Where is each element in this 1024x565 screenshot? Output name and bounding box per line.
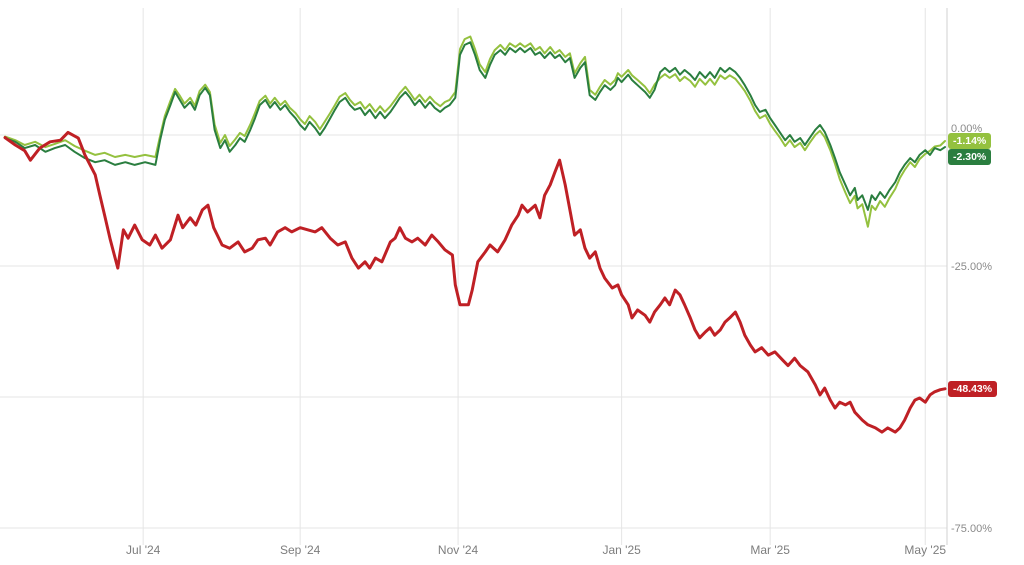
final-value-badge-dark-green: -2.30% — [948, 148, 992, 165]
x-axis-label: Sep '24 — [280, 543, 321, 557]
series-line-light-green[interactable] — [4, 35, 946, 228]
series-line-dark-green[interactable] — [4, 41, 946, 211]
final-value-badge-light-green: -1.14% — [948, 132, 992, 149]
y-axis-label: -75.00% — [951, 523, 992, 535]
series-line-red[interactable] — [3, 130, 947, 434]
x-axis-label: Mar '25 — [750, 543, 790, 557]
final-value-badge-red: -48.43% — [948, 380, 998, 397]
x-axis-label: Jul '24 — [126, 543, 161, 557]
x-axis-label: May '25 — [904, 543, 946, 557]
x-axis-label: Jan '25 — [602, 543, 641, 557]
y-axis-label: -25.00% — [951, 261, 992, 273]
y-axis-label: 0.00% — [951, 123, 982, 135]
x-axis-label: Nov '24 — [438, 543, 479, 557]
